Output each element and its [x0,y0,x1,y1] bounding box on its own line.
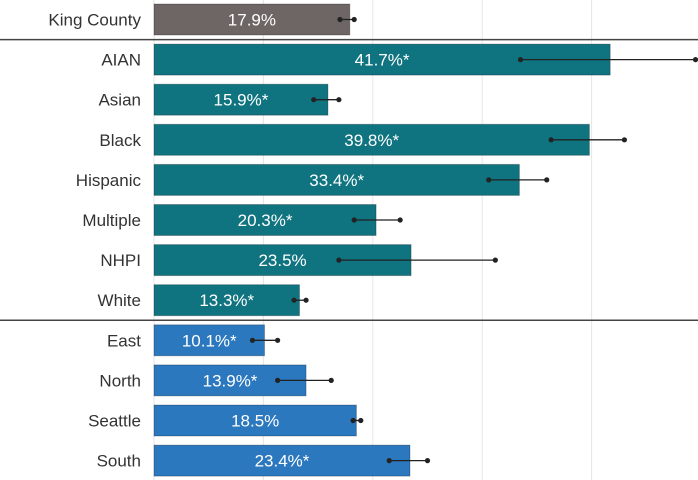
error-bar-upper-cap [621,137,628,143]
error-bar-upper-cap [275,337,281,343]
category-label: Multiple [82,211,141,230]
bar [153,324,265,357]
category-label: White [98,291,141,310]
category-label: King County [48,11,141,30]
bar [153,3,351,36]
error-bar-lower-cap [249,337,256,343]
value-label: 39.8%* [344,131,399,150]
labels: King County 17.9% AIAN 41.7%* Asian 15.9%* Bla… [48,11,410,471]
error-bar-lower-cap [337,16,343,23]
value-label: 15.9%* [214,91,269,110]
category-label: Asian [98,91,141,110]
value-label: 13.3%* [199,291,254,310]
error-bar-lower-cap [291,297,297,303]
error-bar-upper-cap [351,16,357,23]
category-label: South [97,452,141,471]
category-label: North [99,371,141,390]
category-label: Hispanic [76,171,142,190]
error-bars [249,16,698,464]
category-label: Seattle [88,412,141,431]
error-bar-lower-cap [517,57,524,63]
error-bar-lower-cap [311,97,317,103]
value-label: 17.9% [228,11,276,30]
bar [153,83,329,116]
value-label: 10.1%* [182,331,237,350]
error-bar-lower-cap [486,177,492,183]
error-bar-upper-cap [544,177,550,183]
error-bar-upper-cap [397,217,403,223]
category-label: East [107,331,141,350]
error-bar-lower-cap [386,458,392,464]
category-label: Black [99,131,141,150]
bars [153,3,611,477]
error-bar-upper-cap [424,458,431,464]
error-bar-upper-cap [492,257,498,263]
value-label: 41.7%* [355,51,410,70]
error-bar-lower-cap [350,417,356,424]
error-bar-upper-cap [692,57,698,63]
error-bar-lower-cap [548,137,554,143]
error-bar-lower-cap [336,257,342,263]
error-bar-upper-cap [328,377,334,383]
bar [153,163,520,196]
error-bar-upper-cap [358,417,364,424]
error-bar-lower-cap [275,377,281,383]
error-bar-lower-cap [351,217,357,223]
value-label: 23.5% [258,251,306,270]
bar [153,204,377,236]
category-label: NHPI [100,251,141,270]
error-bar-upper-cap [336,97,342,103]
category-label: AIAN [101,51,141,70]
value-label: 33.4%* [309,171,364,190]
bar [153,404,357,437]
group-dividers [0,38,698,322]
value-label: 23.4%* [255,452,310,471]
value-label: 13.9%* [203,371,258,390]
gridlines [153,0,593,480]
value-label: 20.3%* [238,211,293,230]
error-bar-upper-cap [303,297,309,303]
value-label: 18.5% [231,412,279,431]
